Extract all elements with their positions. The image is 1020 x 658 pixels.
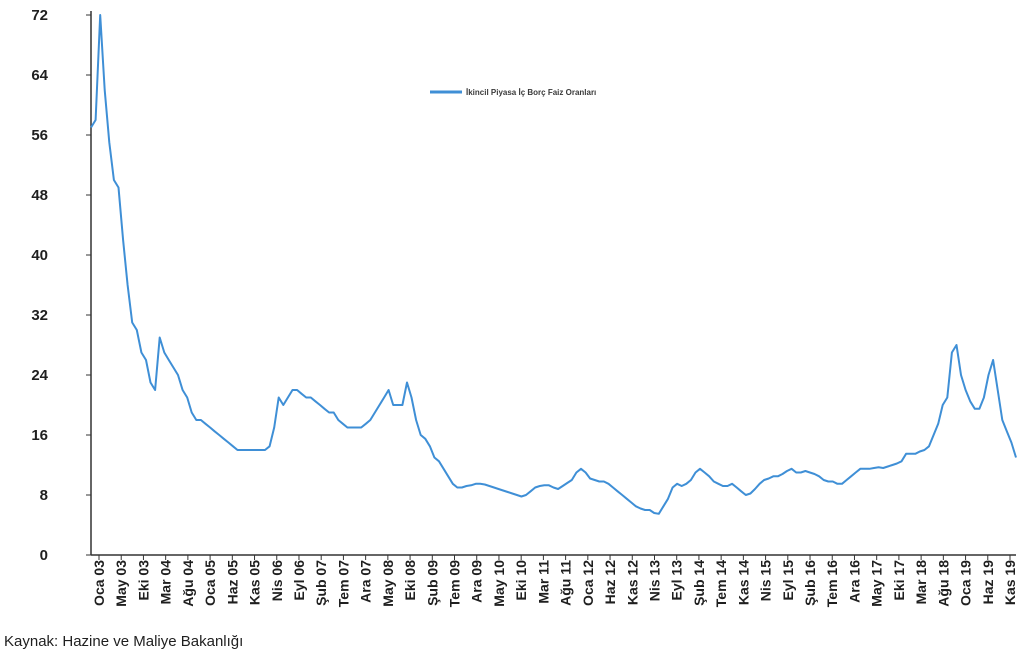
y-tick-label: 0 [40,547,48,564]
series-group [90,14,1017,515]
x-tick-label: Kas 05 [247,560,263,605]
x-tick-label: Şub 09 [424,560,440,606]
series-line [90,14,1017,515]
x-tick-label: Eki 08 [402,560,418,601]
x-tick-label: May 10 [491,560,507,607]
x-tick-label: Tem 07 [335,560,351,607]
y-tick-label: 8 [40,487,48,504]
x-tick-label: Ara 07 [358,560,374,603]
legend: İkincil Piyasa İç Borç Faiz Oranları [430,88,596,97]
y-tick-label: 24 [31,367,48,384]
x-tick-label: Şub 14 [691,560,707,606]
x-tick-label: Ağu 11 [558,560,574,606]
x-tick-label: May 03 [113,560,129,607]
x-tick-label: Eki 10 [513,560,529,601]
x-tick-label: Haz 19 [980,560,996,605]
x-tick-label: Mar 04 [158,560,174,605]
x-tick-label: Şub 16 [802,560,818,606]
y-tick-label: 16 [31,427,48,444]
x-tick-label: Kas 14 [735,560,751,605]
x-tick-label: Haz 05 [224,560,240,605]
x-tick-label: Nis 15 [758,560,774,601]
x-tick-label: Oca 05 [202,560,218,606]
y-tick-label: 64 [31,67,48,84]
x-tick-label: May 17 [869,560,885,607]
y-tick-label: 48 [31,187,48,204]
y-axis: 0 8 16 24 32 40 48 56 64 72 [31,7,92,564]
x-tick-label: Oca 12 [580,560,596,606]
y-tick-label: 32 [31,307,48,324]
legend-label: İkincil Piyasa İç Borç Faiz Oranları [466,88,596,97]
x-tick-label: Eki 17 [891,560,907,601]
x-tick-label: Eyl 15 [780,560,796,601]
x-tick-label: Kas 12 [624,560,640,605]
x-tick-label: Nis 06 [269,560,285,601]
x-tick-label: Mar 11 [535,560,551,604]
x-tick-label: Ağu 04 [180,560,196,607]
x-tick-label: Şub 07 [313,560,329,606]
x-tick-label: Ağu 18 [935,560,951,607]
x-tick-label: Kas 19 [1002,560,1018,605]
x-tick-label: Haz 12 [602,560,618,605]
x-tick-label: Ara 16 [846,560,862,603]
x-tick-label: Oca 19 [958,560,974,606]
x-tick-label: Ara 09 [469,560,485,603]
y-tick-label: 56 [31,127,48,144]
x-tick-label: Tem 14 [713,560,729,607]
x-tick-label: Mar 18 [913,560,929,605]
x-tick-label: Eyl 06 [291,560,307,601]
x-axis: Oca 03 May 03 Eki 03 Mar 04 Ağu 04 Oca 05 Haz … [91,554,1018,607]
source-note: Kaynak: Hazine ve Maliye Bakanlığı [4,633,244,650]
x-tick-label: Tem 16 [824,560,840,607]
y-tick-label: 40 [31,247,48,264]
x-tick-label: Eyl 13 [669,560,685,601]
x-tick-label: May 08 [380,560,396,607]
x-tick-label: Tem 09 [447,560,463,607]
y-tick-label: 72 [31,7,48,24]
x-tick-label: Nis 13 [646,560,662,601]
x-tick-label: Eki 03 [135,560,151,601]
x-tick-label: Oca 03 [91,560,107,606]
